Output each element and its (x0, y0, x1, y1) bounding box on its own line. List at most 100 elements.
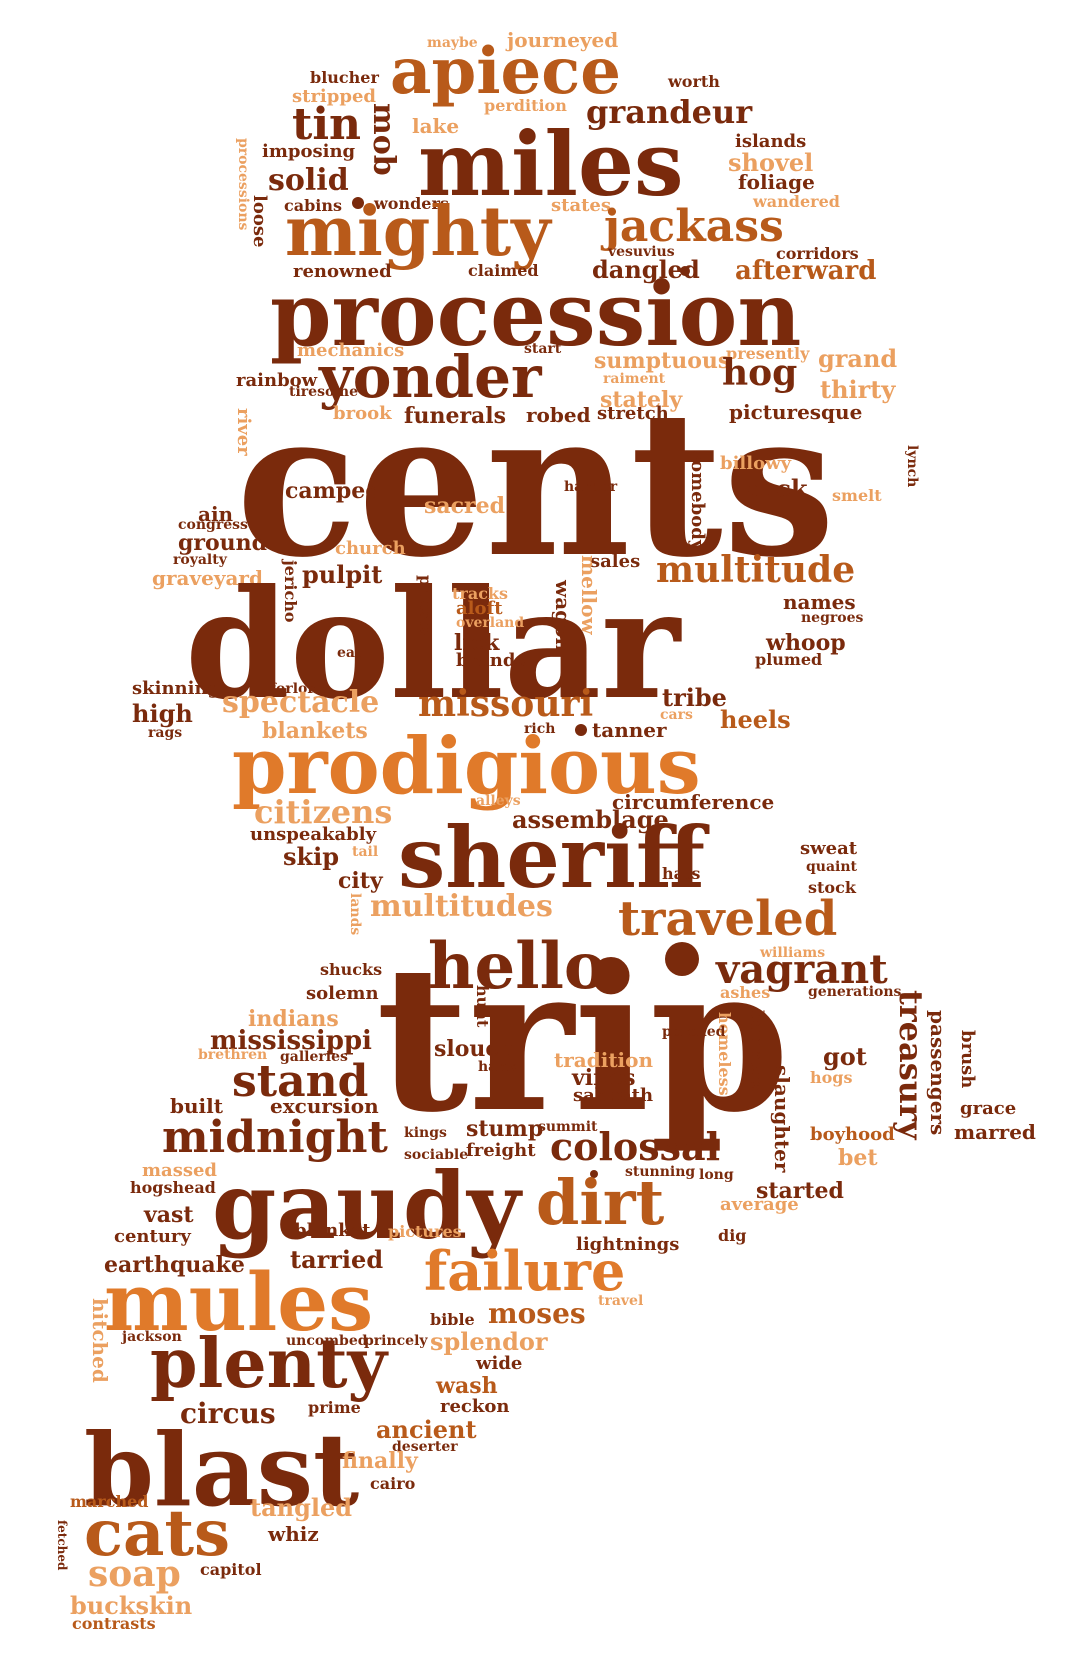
word-bible: bible (430, 1310, 475, 1329)
word-stand: stand (232, 1056, 369, 1107)
word-picturesque: picturesque (729, 400, 863, 424)
word-reckon: reckon (440, 1396, 510, 1417)
word-stately: stately (600, 387, 683, 413)
word-thirty: thirty (820, 375, 896, 404)
word-city: city (338, 868, 383, 894)
word-stock: stock (808, 878, 856, 897)
word-dangled: dangled (592, 255, 700, 284)
word-blankets: blankets (262, 718, 368, 744)
word-bet: bet (838, 1145, 878, 1171)
word-wash: wash (436, 1373, 498, 1399)
word-slaughter: slaughter (770, 1065, 794, 1173)
decorative-dot (665, 942, 699, 976)
word-sociable: sociable (404, 1147, 469, 1163)
word-citizens: citizens (254, 793, 393, 831)
word-dirt: dirt (536, 1166, 665, 1239)
word-banners: banners (746, 1010, 767, 1092)
word-shovel: shovel (728, 148, 814, 177)
word-apiece: apiece (390, 34, 621, 109)
word-lake: lake (412, 114, 460, 138)
word-summit: summit (538, 1119, 598, 1135)
word-graveyard: graveyard (152, 566, 263, 590)
word-slouch: slouch (434, 1036, 515, 1062)
word-gaudy: gaudy (212, 1152, 521, 1260)
word-travel: travel (598, 1293, 644, 1309)
word-sales: sales (590, 551, 641, 572)
word-princely: princely (364, 1333, 428, 1349)
word-dollar: dollar (185, 557, 681, 733)
word-grandeur: grandeur (586, 93, 753, 131)
word-rich: rich (524, 721, 556, 737)
word-vines: vines (572, 1065, 636, 1091)
word-started: started (756, 1178, 844, 1204)
word-skip: skip (283, 842, 340, 871)
word-mechanics: mechanics (297, 340, 405, 361)
word-stripped: stripped (292, 86, 376, 107)
word-vast: vast (144, 1202, 194, 1228)
word-cents: cents (236, 367, 836, 602)
word-blucher: blucher (310, 68, 379, 87)
word-sheriff: sheriff (398, 808, 705, 907)
word-sacred: sacred (424, 493, 506, 519)
word-hank: hank (478, 1059, 518, 1075)
word-tradition: tradition (554, 1048, 654, 1072)
word-rags: rags (148, 725, 183, 741)
word-robed: robed (526, 403, 591, 427)
word-plenty: plenty (150, 1324, 388, 1404)
word-corridors: corridors (776, 244, 859, 263)
word-kings: kings (404, 1125, 447, 1141)
word-afterward: afterward (735, 256, 877, 286)
word-vagrant: vagrant (716, 946, 888, 993)
word-vesuvius: vesuvius (608, 244, 675, 260)
word-missouri: missouri (418, 683, 594, 725)
word-tribe: tribe (662, 683, 727, 712)
word-fetched: fetched (55, 1520, 69, 1571)
word-midnight: midnight (162, 1112, 388, 1163)
word-hunt: hunt (473, 985, 492, 1028)
word-rainbow: rainbow (236, 370, 318, 391)
word-got: got (823, 1042, 867, 1071)
word-ashes: ashes (720, 983, 771, 1002)
word-brands: brands (456, 650, 526, 671)
word-wandered: wandered (753, 192, 840, 211)
word-maybe: maybe (427, 35, 478, 51)
word-failure: failure (424, 1239, 626, 1303)
word-imposing: imposing (262, 141, 356, 162)
word-yonder: yonder (319, 343, 542, 411)
word-ground: ground (178, 530, 268, 556)
word-finally: finally (342, 1448, 418, 1474)
decorative-dot (680, 266, 690, 276)
word-capitol: capitol (200, 1560, 262, 1579)
word-billowy: billowy (720, 453, 792, 474)
word-procession: procession (270, 262, 802, 366)
word-cars: cars (660, 707, 693, 723)
word-claimed: claimed (468, 261, 539, 280)
word-hogshead: hogshead (130, 1178, 216, 1197)
word-presently: presently (726, 344, 810, 363)
word-solemn: solemn (306, 983, 379, 1004)
word-prime: prime (308, 1398, 361, 1417)
word-solid: solid (268, 163, 349, 198)
word-multitude: multitude (656, 549, 856, 591)
word-funerals: funerals (404, 403, 507, 429)
word-stunning: stunning (625, 1164, 696, 1180)
word-brook: brook (333, 403, 392, 424)
word-cats: cats (84, 1496, 231, 1571)
word-lynch: lynch (904, 445, 920, 488)
word-hog: hog (722, 352, 798, 394)
word-aloft: aloft (456, 598, 503, 619)
word-hello: hello (428, 929, 607, 1004)
word-priests: priests (416, 575, 435, 637)
word-pictures: pictures (388, 1222, 462, 1241)
word-generations: generations (808, 984, 902, 1000)
word-stretch: stretch (597, 403, 669, 424)
word-tarried: tarried (290, 1245, 384, 1274)
word-cairo: cairo (370, 1474, 416, 1493)
word-eat: eat (337, 645, 362, 661)
word-treasury: treasury (892, 990, 930, 1140)
decorative-dot (575, 724, 587, 736)
word-jericho: jericho (281, 560, 300, 623)
decorative-dot (352, 197, 364, 209)
word-galleries: galleries (280, 1049, 348, 1065)
